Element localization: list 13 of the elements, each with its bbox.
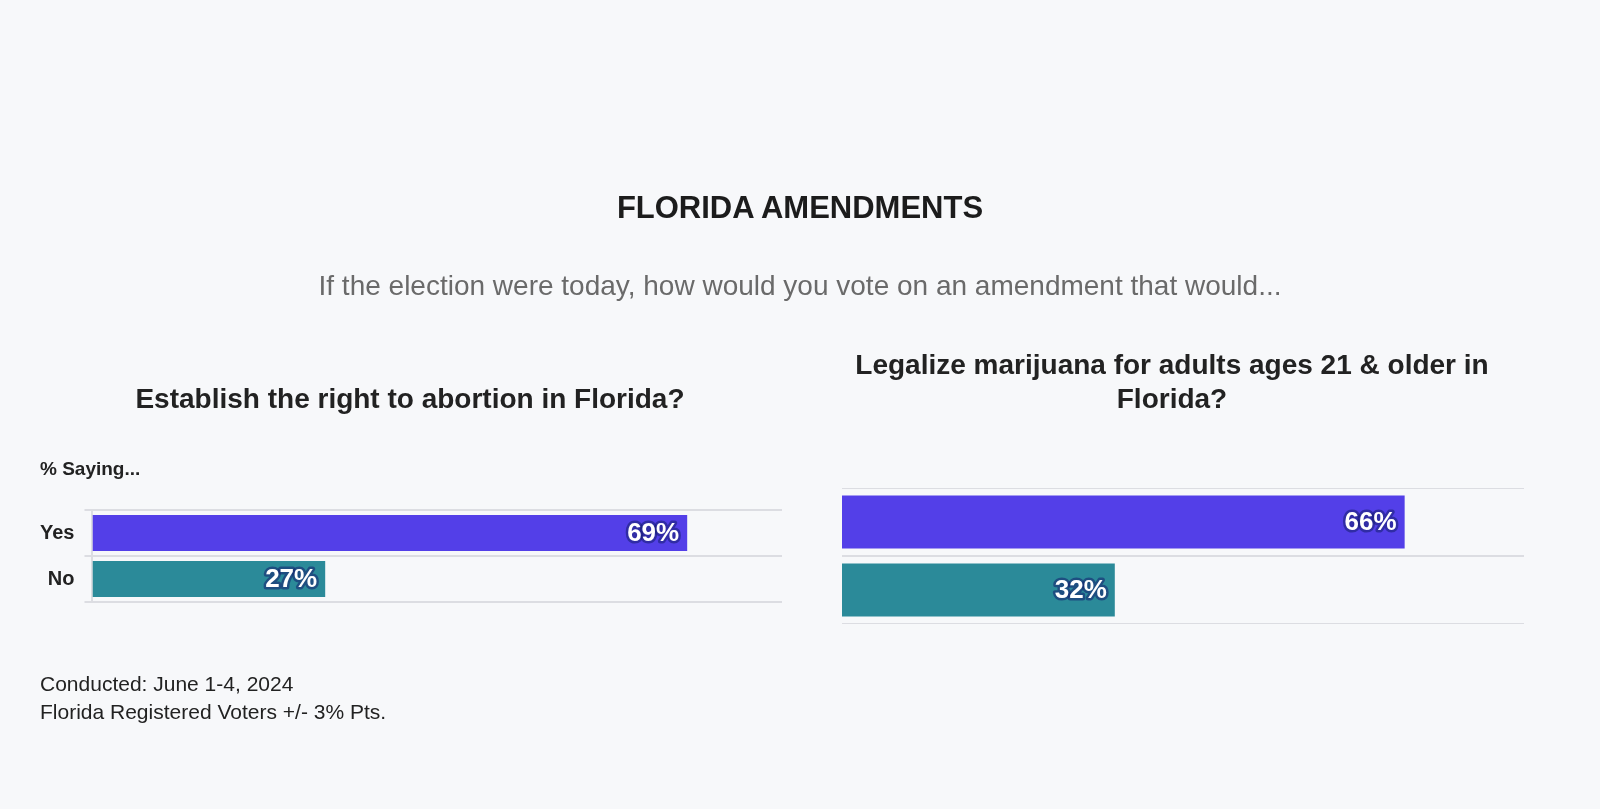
- data-label: 27%: [265, 563, 318, 594]
- y-axis-title: % Saying...: [39, 458, 142, 481]
- chart-title: Establish the right to abortion in Florida?: [134, 382, 686, 416]
- chart-title: Legalize marijuana for adults ages 21 & older in Florida?: [854, 348, 1490, 416]
- y-tick-label: No: [47, 566, 75, 589]
- data-label: 69%: [627, 517, 680, 548]
- text: FLORIDA AMENDMENTS: [615, 190, 985, 226]
- text: If the election were today, how would you vote on an amendment that would...: [317, 270, 1283, 302]
- data-label: 66%: [1344, 506, 1397, 537]
- y-tick-label: Yes: [40, 520, 75, 543]
- text: Conducted: June 1-4, 2024: [40, 671, 295, 697]
- data-label: 32%: [1054, 574, 1107, 605]
- text: Florida Registered Voters +/- 3% Pts.: [40, 699, 387, 725]
